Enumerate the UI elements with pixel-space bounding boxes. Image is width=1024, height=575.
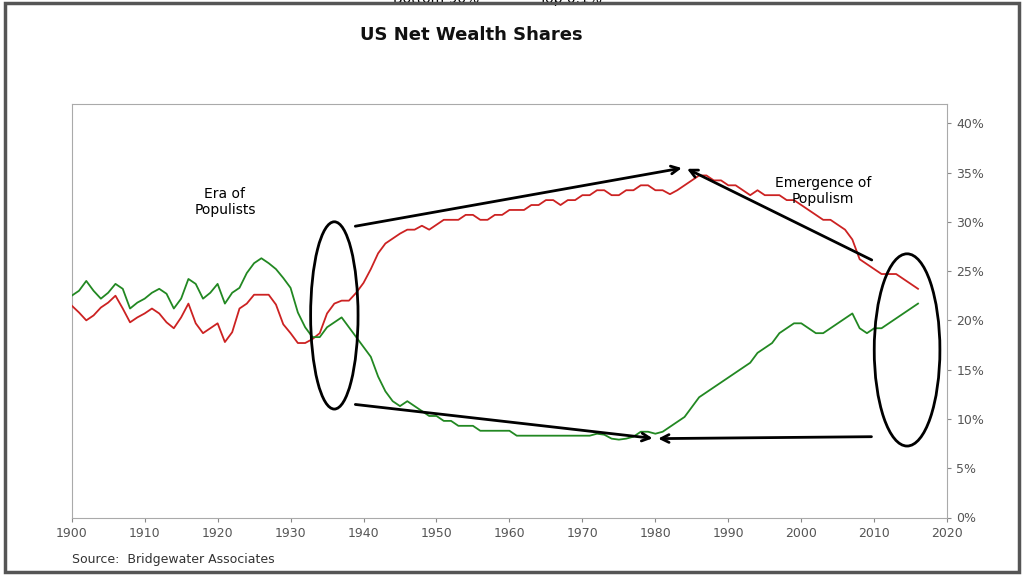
Text: US Net Wealth Shares: US Net Wealth Shares — [359, 26, 583, 44]
Legend: Bottom 90%, Top 0.1%: Bottom 90%, Top 0.1% — [341, 0, 607, 12]
Text: Emergence of
Populism: Emergence of Populism — [775, 176, 871, 206]
Text: Era of
Populists: Era of Populists — [195, 187, 256, 217]
Text: Source:  Bridgewater Associates: Source: Bridgewater Associates — [72, 554, 274, 566]
